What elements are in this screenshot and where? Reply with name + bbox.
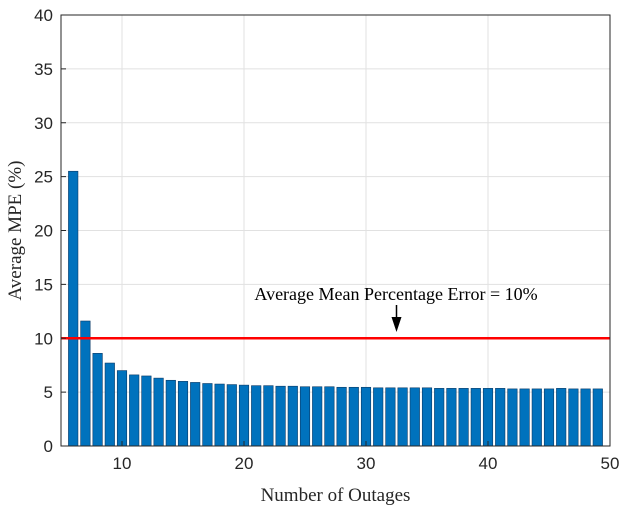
bar	[226, 384, 237, 447]
bar	[287, 385, 298, 447]
bar	[214, 383, 225, 447]
y-tick-labels: 0 5 10 15 20 25 30 35 40	[34, 6, 66, 456]
y-axis-label: Average MPE (%)	[5, 161, 26, 301]
bar	[153, 377, 164, 447]
bar	[336, 386, 347, 447]
annotation-arrowhead	[391, 317, 402, 332]
x-tick-label: 50	[601, 454, 620, 473]
y-tick-label: 10	[34, 329, 53, 348]
bar	[543, 388, 555, 447]
bars	[68, 170, 603, 447]
x-tick-label: 20	[235, 454, 254, 473]
bar	[446, 388, 457, 447]
y-tick-label: 30	[34, 114, 53, 133]
bar	[275, 385, 286, 447]
bar	[556, 388, 567, 447]
bar	[80, 320, 91, 447]
bar	[580, 388, 591, 447]
x-tick-labels: 10 20 30 40 50	[113, 441, 620, 473]
bar	[495, 388, 506, 447]
bar	[421, 387, 433, 447]
bar	[531, 388, 542, 447]
bar	[385, 387, 396, 447]
bar	[507, 388, 518, 447]
bar	[348, 386, 359, 447]
bar	[202, 383, 213, 447]
bar	[324, 386, 335, 447]
bar	[592, 388, 603, 447]
bar	[165, 379, 176, 447]
bar	[482, 388, 494, 447]
bar	[409, 387, 420, 447]
bar	[129, 374, 140, 447]
bar	[92, 353, 103, 447]
y-tick-label: 25	[34, 168, 53, 187]
x-tick-label: 10	[113, 454, 132, 473]
bar	[263, 385, 274, 447]
y-tick-label: 20	[34, 222, 53, 241]
bar	[568, 388, 579, 447]
bar	[373, 387, 384, 447]
bar	[68, 170, 79, 447]
x-tick-label: 40	[479, 454, 498, 473]
y-tick-label: 35	[34, 60, 53, 79]
bar	[251, 385, 262, 447]
bar	[177, 381, 189, 447]
bar	[238, 384, 250, 447]
y-tick-label: 5	[44, 383, 53, 402]
bar	[458, 388, 469, 447]
bar	[360, 386, 372, 447]
bar	[190, 382, 201, 447]
y-tick-label: 40	[34, 6, 53, 25]
bar	[519, 388, 530, 447]
y-tick-label: 15	[34, 275, 53, 294]
bar	[104, 362, 115, 447]
bar	[397, 387, 408, 447]
annotation-group: Average Mean Percentage Error = 10%	[254, 284, 538, 332]
x-tick-label: 30	[357, 454, 376, 473]
bar	[434, 388, 445, 447]
bar	[470, 388, 481, 447]
bar	[312, 386, 323, 447]
y-tick-label: 0	[44, 437, 53, 456]
bar	[141, 375, 152, 447]
annotation-text: Average Mean Percentage Error = 10%	[254, 284, 537, 304]
x-axis-label: Number of Outages	[261, 485, 411, 506]
bar	[299, 386, 311, 447]
bar	[116, 370, 128, 447]
